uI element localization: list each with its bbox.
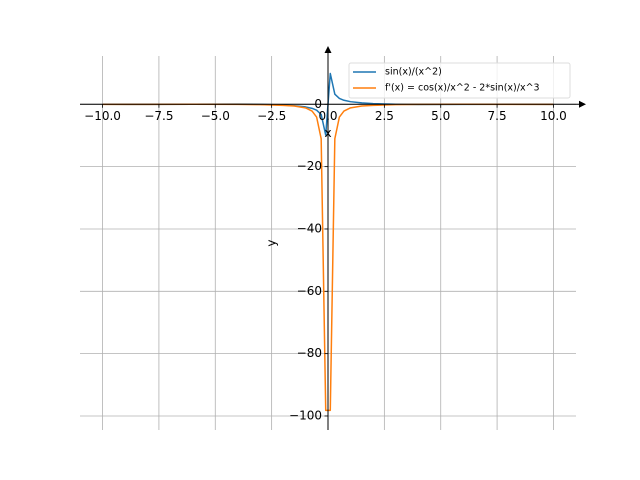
y-tick-label: −60 (297, 284, 322, 298)
y-tick-label: −100 (289, 408, 322, 422)
legend-label: sin(x)/(x^2) (385, 67, 442, 78)
y-tick-label: −40 (297, 221, 322, 235)
y-axis-label: y (265, 239, 279, 246)
axes: −10.0 −7.5 −5.0 −2.5 0.0 2.5 5.0 7.5 10.0−100−80… (80, 46, 586, 430)
x-arrow (579, 100, 586, 108)
x-tick-label: −5.0 (201, 109, 230, 123)
legend: sin(x)/(x^2) f'(x) = cos(x)/x^2 - 2*sin(x… (348, 62, 571, 99)
x-tick-label: 2.5 (375, 109, 394, 123)
legend-box (348, 62, 571, 99)
x-tick-label: 7.5 (488, 109, 507, 123)
x-axis-label: x (324, 126, 331, 140)
y-tick-label: −80 (297, 346, 322, 360)
x-tick-label: −7.5 (144, 109, 173, 123)
legend-label: f'(x) = cos(x)/x^2 - 2*sin(x)/x^3 (385, 83, 540, 94)
y-arrow (324, 46, 332, 53)
x-tick-label: −10.0 (84, 109, 121, 123)
x-tick-label: −2.5 (257, 109, 286, 123)
y-tick-label: −20 (297, 159, 322, 173)
x-tick-label: 5.0 (431, 109, 450, 123)
x-tick-label: 10.0 (540, 109, 567, 123)
